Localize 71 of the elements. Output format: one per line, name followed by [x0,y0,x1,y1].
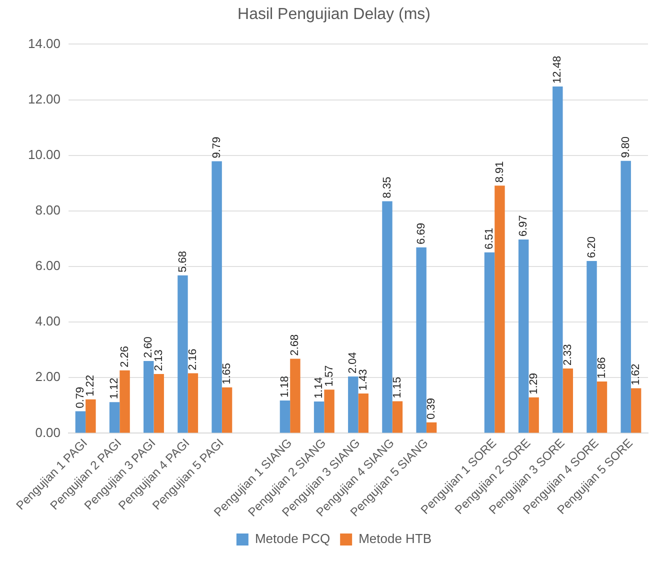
legend-label: Metode PCQ [254,531,330,546]
y-tick-label: 10.00 [28,146,61,162]
data-label: 1.29 [528,372,540,394]
data-label: 1.57 [323,365,336,387]
bar [324,390,334,433]
bar [494,186,505,433]
bar [144,360,154,433]
data-label: 1.18 [279,376,292,398]
y-tick-label: 14.00 [28,36,61,51]
data-label: 6.69 [415,222,428,244]
bar [154,374,164,433]
bar [314,402,324,433]
data-label: 6.20 [586,236,598,258]
data-label: 0.79 [74,386,86,408]
data-label: 8.91 [494,161,506,183]
bar [188,373,198,433]
data-label: 1.65 [221,362,234,384]
data-label: 9.79 [210,136,223,158]
data-label: 9.80 [620,136,632,158]
data-label: 2.16 [186,348,199,370]
bar [75,411,86,433]
bar [484,252,495,433]
y-tick-label: 2.00 [35,369,61,384]
bar [586,260,597,433]
bar [86,399,96,433]
y-tick-label: 12.00 [28,91,61,106]
y-tick-label: 4.00 [35,314,61,329]
data-label: 2.60 [142,336,155,358]
data-label: 0.39 [426,398,438,420]
data-label: 2.04 [347,352,360,374]
bar [280,400,290,433]
bar [528,397,539,433]
data-label: 1.43 [357,369,370,390]
data-label: 1.14 [313,377,326,399]
data-label: 2.26 [118,346,131,368]
bar [109,402,120,433]
legend-label: Metode HTB [358,531,432,546]
data-label: 6.97 [518,215,530,237]
data-label: 8.35 [381,176,394,198]
data-label: 1.86 [596,357,608,379]
bar [382,201,392,433]
bar [630,388,642,433]
y-tick-label: 6.00 [35,258,61,274]
bar [178,275,188,433]
bar [290,358,300,433]
bar [620,160,631,433]
bar [120,370,130,433]
data-label: 5.68 [176,250,189,272]
y-tick-label: 8.00 [35,202,61,218]
bar [222,387,232,433]
data-label: 6.51 [484,228,496,250]
bar [392,401,403,433]
data-label: 2.13 [152,350,165,372]
bar [348,376,358,433]
bar [416,247,426,433]
data-label: 1.62 [630,364,642,386]
data-label: 2.33 [562,344,574,366]
bar [426,422,437,433]
data-label: 1.22 [84,374,97,396]
y-tick-label: 0.00 [35,424,61,440]
data-label: 1.15 [391,376,404,398]
bar [518,240,529,433]
bar [358,394,368,433]
bar [552,86,563,433]
data-label: 2.68 [289,334,302,356]
data-label: 12.48 [552,56,564,84]
bar [212,161,222,433]
data-label: 1.12 [108,378,121,400]
bar [562,368,574,433]
bar [596,382,608,433]
chart-title: Hasil Pengujian Delay (ms) [238,6,430,24]
